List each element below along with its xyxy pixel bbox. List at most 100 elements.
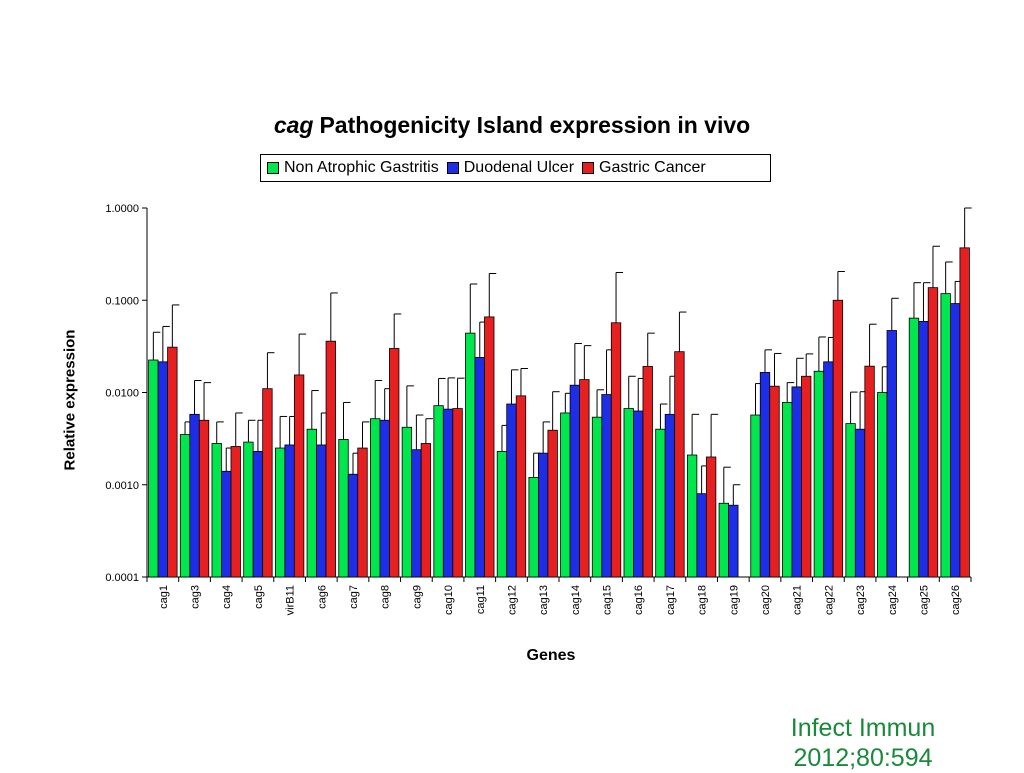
bar xyxy=(718,502,729,578)
bar xyxy=(610,322,622,578)
bar xyxy=(782,402,793,578)
legend-swatch-1 xyxy=(267,162,279,174)
x-tick-label: cag6 xyxy=(316,585,328,609)
bar xyxy=(433,405,444,578)
bar xyxy=(401,426,413,578)
x-tick-label: cag16 xyxy=(633,585,645,615)
x-tick-label: cag4 xyxy=(221,585,233,609)
legend-entry-2: Duodenal Ulcer xyxy=(446,159,575,177)
bar xyxy=(601,394,612,578)
bar xyxy=(284,444,295,578)
x-tick-label: cag7 xyxy=(348,585,360,609)
bar xyxy=(623,408,634,578)
chart-title-rest: Pathogenicity Island expression in vivo xyxy=(319,112,751,138)
chart-title: cag Pathogenicity Island expression in vi… xyxy=(0,112,1024,139)
y-tick-label: 0.1000 xyxy=(105,295,139,307)
bar xyxy=(813,370,825,578)
bar xyxy=(655,428,666,578)
legend-label-2: Duodenal Ulcer xyxy=(463,159,575,176)
bar xyxy=(262,388,273,578)
x-tick-label: cag21 xyxy=(792,585,804,615)
bar xyxy=(927,287,939,578)
bar xyxy=(411,449,422,578)
bar xyxy=(515,395,527,578)
x-tick-label: cag22 xyxy=(823,585,835,615)
bar xyxy=(474,357,485,578)
x-tick-label: cag10 xyxy=(443,585,455,615)
bar xyxy=(547,429,558,578)
bar xyxy=(496,450,508,578)
bar xyxy=(832,299,844,578)
bar xyxy=(664,413,676,578)
bar xyxy=(420,443,432,578)
bar xyxy=(959,247,970,578)
x-tick-label: cag5 xyxy=(253,585,265,609)
y-tick-label: 0.0100 xyxy=(105,388,139,400)
bar xyxy=(886,330,897,578)
bar xyxy=(198,419,210,578)
bar xyxy=(801,375,812,578)
citation-line-2: 2012;80:594 xyxy=(793,744,933,772)
x-tick-label: cag8 xyxy=(380,585,392,609)
citation: Infect Immun 2012;80:594 xyxy=(778,713,948,773)
bar xyxy=(157,361,168,578)
bar xyxy=(591,416,603,578)
bar xyxy=(211,443,222,578)
x-tick-label: cag3 xyxy=(190,585,202,609)
bar xyxy=(940,293,951,578)
bar xyxy=(845,423,856,578)
bar xyxy=(877,392,888,578)
bar xyxy=(293,374,305,578)
legend-swatch-3 xyxy=(582,162,595,174)
legend-entry-1: Non Atrophic Gastritis xyxy=(267,159,439,177)
legend-label-3: Gastric Cancer xyxy=(599,159,706,176)
bar xyxy=(538,452,549,578)
bar xyxy=(854,428,866,578)
legend: Non Atrophic Gastritis Duodenal Ulcer Ga… xyxy=(260,154,771,182)
legend-swatch-2 xyxy=(446,162,459,174)
bar xyxy=(918,320,929,578)
bar xyxy=(950,303,961,578)
bar xyxy=(357,447,368,578)
legend-entry-3: Gastric Cancer xyxy=(582,159,706,177)
bar xyxy=(347,473,359,578)
bar xyxy=(230,446,241,578)
x-tick-label: cag24 xyxy=(887,585,899,615)
bar xyxy=(633,410,644,578)
bar xyxy=(252,450,264,578)
bar xyxy=(316,444,327,578)
bar xyxy=(642,365,653,578)
x-tick-label: cag9 xyxy=(411,585,423,609)
bar xyxy=(759,372,771,578)
x-tick-label: cag13 xyxy=(538,585,550,615)
bar xyxy=(243,441,254,578)
y-axis-label: Relative expression xyxy=(61,329,79,471)
bar xyxy=(674,351,685,578)
x-tick-label: cag15 xyxy=(602,585,614,615)
x-tick-label: cag11 xyxy=(475,585,487,614)
bar xyxy=(370,418,381,578)
y-tick-label: 0.0001 xyxy=(105,572,139,584)
bar xyxy=(750,414,761,578)
x-axis-label: Genes xyxy=(526,647,576,664)
x-tick-label: virB11 xyxy=(285,585,297,615)
x-tick-label: cag17 xyxy=(665,585,677,615)
bar xyxy=(823,361,834,578)
bar xyxy=(705,456,717,578)
chart-title-italic: cag xyxy=(273,112,314,138)
x-tick-label: cag18 xyxy=(697,585,709,615)
bar xyxy=(325,340,336,578)
bar xyxy=(274,447,286,578)
x-tick-label: cag23 xyxy=(855,585,867,615)
bar xyxy=(506,403,517,578)
y-tick-label: 1.0000 xyxy=(105,203,139,215)
x-tick-label: cag20 xyxy=(760,585,772,615)
x-tick-label: cag19 xyxy=(728,585,740,615)
bar xyxy=(379,419,390,578)
bar xyxy=(442,408,454,578)
bar xyxy=(528,477,539,578)
bar xyxy=(484,316,495,578)
bar xyxy=(465,332,476,578)
bar xyxy=(179,434,191,578)
bar xyxy=(769,385,780,578)
